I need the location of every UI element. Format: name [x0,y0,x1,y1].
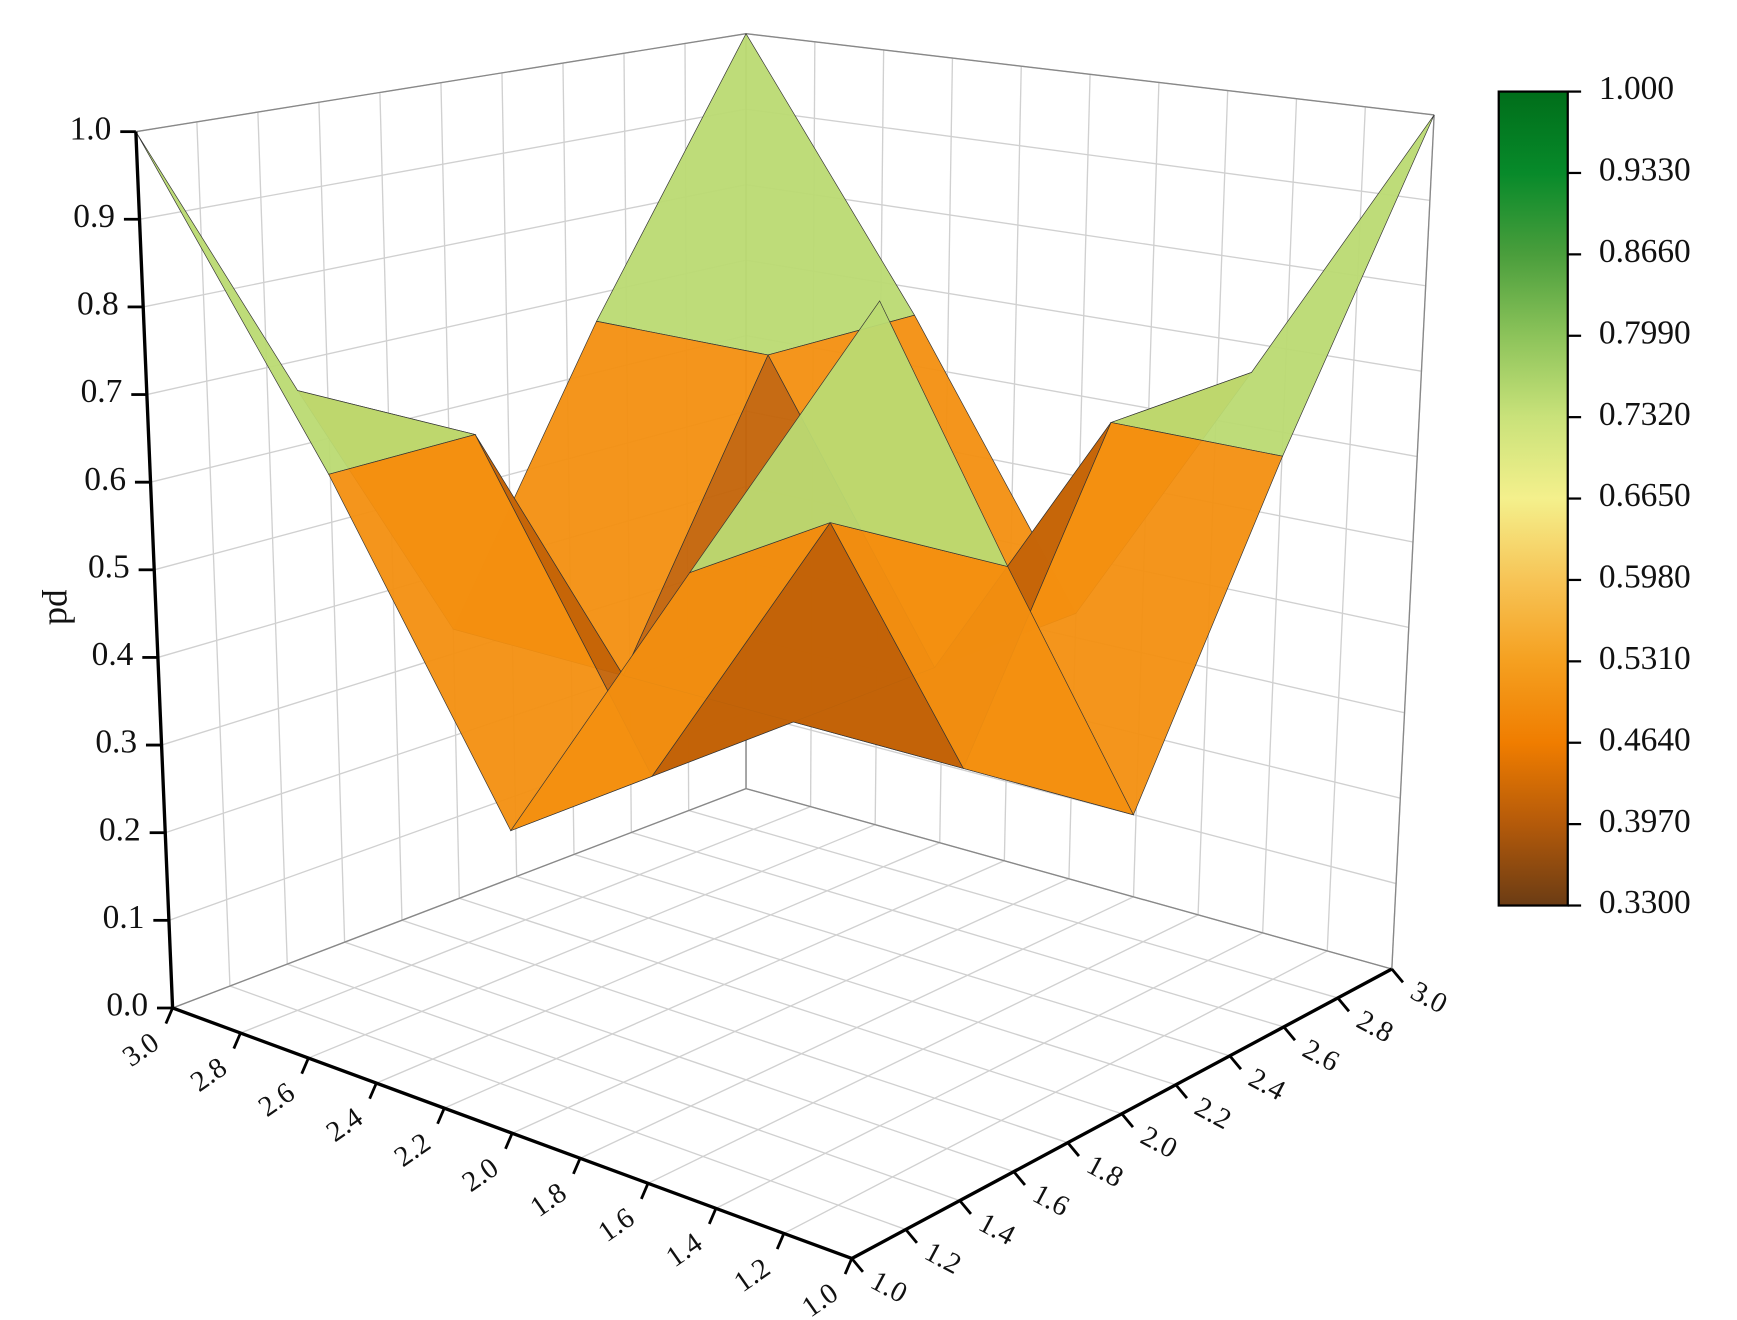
y-tick [904,1228,919,1244]
grid-line [143,184,747,308]
z-tick-label: 0.5 [88,548,130,585]
box-edge [172,787,747,1009]
z-tick-label: 0.7 [81,373,123,410]
colorbar-tick-label: 0.5980 [1599,559,1691,596]
x-tick [300,1057,310,1075]
colorbar-tick-label: 0.3970 [1599,803,1691,840]
y-tick [1174,1083,1189,1100]
y-tick-label: 1.2 [919,1236,966,1281]
colorbar-tick-label: 0.7990 [1599,314,1691,351]
x-tick-label: 1.6 [592,1202,640,1249]
box-edge [135,33,747,133]
x-tick-label: 3.0 [117,1026,165,1073]
y-tick-label: 1.4 [973,1207,1020,1252]
colorbar [1497,90,1569,907]
x-tick-label: 2.8 [185,1051,233,1098]
y-tick [1012,1170,1027,1186]
colorbar-tick-label: 0.7320 [1599,396,1691,433]
y-tick-label: 2.2 [1189,1091,1236,1136]
surface-cell [135,131,477,475]
y-tick [1390,968,1405,984]
grid-line [745,184,1426,287]
x-tick [504,1132,514,1150]
x-tick-label: 2.4 [321,1101,369,1148]
box-edge [745,787,1393,970]
y-tick [850,1257,865,1273]
surface-cell [596,32,916,356]
colorbar-tick-label: 1.000 [1599,70,1674,107]
grid-line [573,853,1231,1057]
x-tick-label: 1.4 [660,1226,708,1273]
y-tick [1282,1025,1297,1042]
x-tick [232,1032,242,1050]
x-tick [843,1257,854,1275]
grid-line [344,941,1015,1173]
colorbar-tick-label: 0.9330 [1599,152,1691,189]
x-tick-label: 1.0 [796,1277,844,1320]
colorbar-tick-label: 0.3300 [1599,884,1691,921]
grid-line [745,108,1430,202]
z-tick-label: 1.0 [70,110,112,147]
grid-line [287,963,961,1202]
grid-line [688,809,1339,999]
x-tick-label: 1.8 [524,1177,572,1224]
surface-cell [688,300,1009,574]
x-tick-label: 2.2 [389,1127,437,1174]
grid-line [516,875,1177,1086]
grid-line [401,919,1069,1144]
z-tick-label: 0.8 [77,286,119,323]
y-tick-label: 1.8 [1081,1149,1128,1194]
x-tick [775,1232,786,1250]
z-axis-title: pd [42,589,82,625]
z-tick-label: 0.9 [73,198,115,235]
y-tick-label: 2.0 [1135,1120,1182,1165]
y-tick-label: 3.0 [1405,975,1452,1020]
y-tick [958,1199,973,1215]
x-tick [572,1157,582,1175]
grid-line [745,712,1397,885]
x-tick [436,1107,446,1125]
x-tick [368,1082,378,1100]
grid-line [631,831,1285,1028]
colorbar-tick-label: 0.8660 [1599,233,1691,270]
grid-line [139,108,747,220]
colorbar-tick-label: 0.6650 [1599,477,1691,514]
z-tick-label: 0.0 [106,987,148,1024]
colorbar-tick-label: 0.5310 [1599,640,1691,677]
x-tick [164,1007,174,1025]
x-tick [640,1182,650,1200]
z-tick-label: 0.2 [99,811,141,848]
grid-line [459,897,1123,1115]
y-tick [1228,1054,1243,1071]
y-tick [1066,1141,1081,1157]
x-tick-label: 2.6 [253,1076,301,1123]
surface-cell [1109,114,1435,457]
y-tick-label: 1.0 [865,1265,912,1310]
grid-line [229,985,907,1231]
box-edge [1391,114,1435,970]
y-tick [1120,1112,1135,1128]
z-tick-label: 0.1 [103,899,145,936]
colorbar-tick-label: 0.4640 [1599,721,1691,758]
box-edge [745,33,1435,116]
z-tick-label: 0.3 [95,724,137,761]
y-tick-label: 2.4 [1243,1062,1290,1107]
x-tick [707,1207,718,1225]
y-tick [1336,997,1351,1013]
x-tick-label: 1.2 [728,1252,776,1299]
z-tick-label: 0.6 [84,461,126,498]
z-tick-label: 0.4 [92,636,134,673]
y-tick-label: 2.8 [1351,1004,1398,1049]
y-tick-label: 1.6 [1027,1178,1074,1223]
x-tick-label: 2.0 [456,1152,504,1199]
y-tick-label: 2.6 [1297,1033,1344,1078]
